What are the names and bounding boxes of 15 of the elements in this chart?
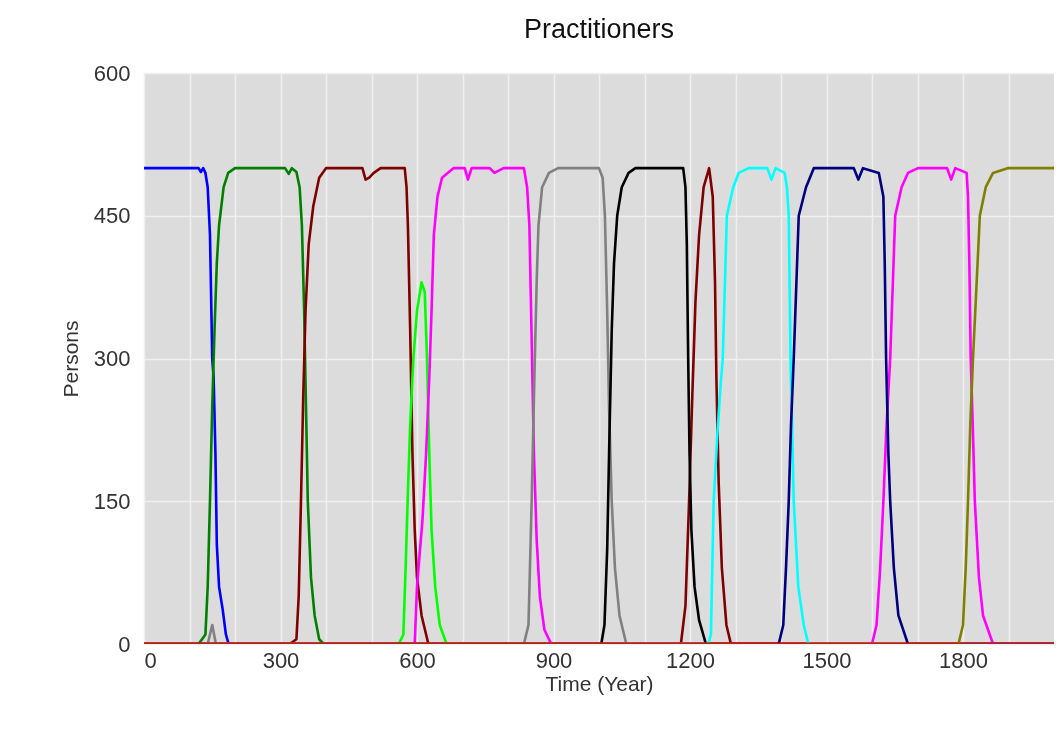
- x-tick-label: 0: [144, 647, 157, 673]
- x-tick-label: 1800: [939, 647, 988, 673]
- x-tick-label: 600: [399, 647, 436, 673]
- x-tick-label: 300: [262, 647, 300, 673]
- chart-title: Practitioners: [523, 14, 675, 44]
- y-tick-label: 0: [118, 631, 131, 657]
- y-tick-label: 600: [93, 60, 131, 86]
- y-tick-label: 300: [93, 346, 131, 371]
- x-tick-label: 1200: [666, 647, 715, 673]
- x-axis-title: Time (Year): [545, 671, 654, 695]
- y-tick-label: 150: [93, 488, 131, 514]
- x-tick-label: 1500: [802, 647, 852, 673]
- y-axis-title: Persons: [58, 320, 82, 398]
- x-tick-label: 900: [535, 647, 573, 673]
- y-tick-label: 450: [93, 203, 131, 229]
